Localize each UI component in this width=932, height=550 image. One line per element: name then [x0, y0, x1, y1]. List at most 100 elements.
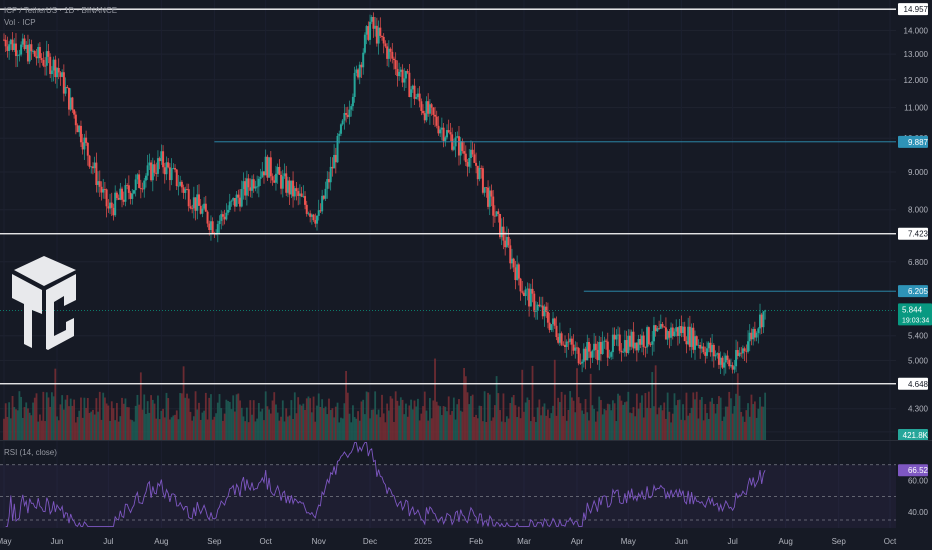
- volume-bar: [555, 415, 558, 440]
- volume-bar: [538, 399, 541, 440]
- volume-bar: [430, 418, 433, 440]
- volume-bar: [635, 393, 638, 440]
- volume-bar: [76, 416, 79, 440]
- candle-body: [336, 135, 339, 163]
- candle-body: [521, 291, 524, 293]
- volume-legend[interactable]: Vol · ICP: [4, 18, 36, 27]
- candle-body: [654, 325, 657, 332]
- volume-bar: [492, 417, 495, 440]
- candle-body: [239, 197, 242, 207]
- volume-bar: [594, 421, 597, 440]
- candle-body: [225, 212, 228, 220]
- pane-separator[interactable]: [0, 440, 932, 441]
- level-label: 9.887: [908, 138, 929, 147]
- volume-bar: [536, 407, 539, 440]
- candle-body: [23, 38, 26, 50]
- candle-body: [357, 69, 360, 78]
- volume-bar: [52, 396, 55, 440]
- volume-bar: [387, 410, 390, 440]
- candle-body: [555, 325, 558, 338]
- candle-body: [13, 43, 16, 51]
- candle-body: [381, 35, 384, 37]
- candle-body: [281, 176, 284, 189]
- volume-bar: [721, 420, 724, 440]
- candle-body: [398, 71, 401, 77]
- volume-bar: [499, 410, 501, 440]
- candle-body: [617, 334, 620, 336]
- volume-bar: [227, 400, 229, 440]
- volume-bar: [37, 421, 40, 440]
- candle-body: [680, 326, 683, 333]
- time-axis[interactable]: May Jun Jul Aug Sep Oct Nov Dec 2025 Feb Mar Apr May…: [0, 537, 897, 546]
- candle-body: [606, 341, 609, 358]
- volume-bar: [210, 394, 212, 440]
- candle-body: [688, 326, 691, 347]
- volume-bar: [470, 396, 472, 440]
- volume-bar: [317, 393, 320, 440]
- volume-bar: [182, 366, 185, 440]
- candle-body: [389, 48, 392, 52]
- horizontal-levels[interactable]: [0, 8, 896, 385]
- volume-bar: [656, 414, 659, 440]
- candle-body: [404, 70, 407, 79]
- candle-body: [683, 326, 686, 342]
- volume-bar: [59, 404, 62, 440]
- volume-bar: [685, 392, 688, 440]
- candle-body: [762, 311, 765, 328]
- volume-bar: [574, 412, 577, 440]
- volume-bar: [346, 392, 349, 440]
- volume-bar: [540, 415, 542, 440]
- volume-bar: [64, 399, 67, 440]
- candle-body: [52, 59, 55, 71]
- candle-body: [466, 162, 469, 167]
- price-axis[interactable]: 14.00013.00012.00011.00010.0009.0008.000…: [897, 0, 932, 550]
- candle-body: [230, 200, 233, 202]
- volume-bar: [588, 420, 590, 440]
- candle-body: [488, 190, 491, 207]
- volume-bar: [211, 419, 214, 440]
- candle-body: [543, 306, 546, 317]
- candle-body: [386, 46, 389, 59]
- level-label: 4.648: [908, 380, 929, 389]
- candle-body: [459, 141, 462, 156]
- candle-body: [126, 185, 129, 186]
- volume-bar: [345, 370, 347, 440]
- candle-body: [726, 355, 729, 360]
- volume-bar: [673, 393, 676, 440]
- candle-body: [179, 181, 182, 186]
- candle-body: [658, 328, 661, 329]
- volume-value: 421.8K: [903, 431, 929, 440]
- volume-bar: [558, 402, 561, 440]
- candle-body: [584, 348, 587, 361]
- volume-bar: [163, 417, 166, 440]
- volume-bar: [107, 405, 110, 440]
- candle-body: [601, 341, 604, 354]
- volume-bar: [121, 397, 123, 440]
- candle-body: [105, 189, 108, 207]
- volume-bar: [271, 400, 274, 440]
- candle-body: [714, 354, 717, 357]
- volume-bar: [570, 397, 573, 440]
- volume-bar: [711, 397, 714, 440]
- volume-bar: [264, 391, 267, 440]
- volume-bar: [169, 419, 171, 440]
- volume-bar: [184, 397, 187, 440]
- volume-bar: [719, 397, 722, 440]
- candle-body: [382, 36, 385, 44]
- volume-bar: [45, 392, 48, 440]
- rsi-legend[interactable]: RSI (14, close): [4, 448, 57, 457]
- candle-body: [490, 190, 493, 197]
- volume-bar: [529, 421, 532, 440]
- symbol-legend[interactable]: ICP / TetherUS · 1D · BINANCE: [4, 6, 118, 15]
- candle-body: [317, 210, 320, 216]
- volume-bar: [653, 406, 655, 440]
- price-tick-label: 8.000: [908, 206, 929, 215]
- candle-body: [79, 125, 82, 143]
- volume-bar: [466, 392, 469, 440]
- candle-body: [223, 216, 226, 220]
- candle-body: [112, 207, 115, 216]
- volume-bar: [189, 411, 192, 440]
- candle-body: [569, 338, 572, 342]
- candle-body: [504, 240, 507, 248]
